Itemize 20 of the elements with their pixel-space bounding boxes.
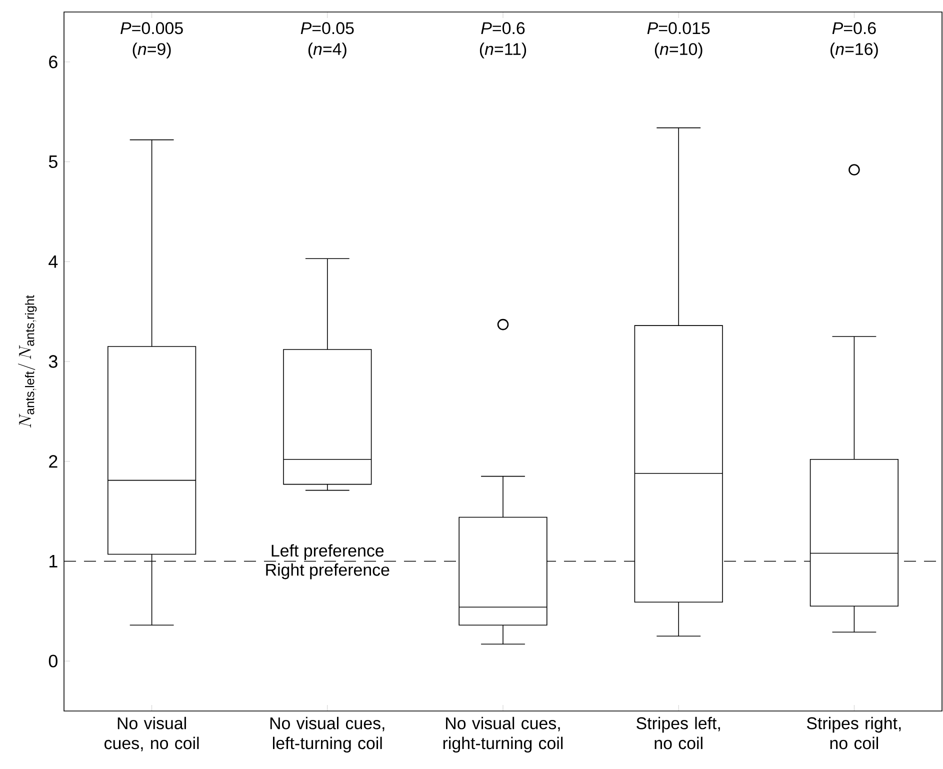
y-tick-label: 0 bbox=[48, 654, 58, 668]
y-tick-label: 1 bbox=[50, 555, 58, 568]
y-tick-label: 4 bbox=[48, 255, 58, 268]
y-tick-label: 5 bbox=[48, 156, 58, 168]
x-tick-label: No visual cues, no coil bbox=[104, 716, 199, 752]
y-tick-label: 3 bbox=[48, 355, 58, 368]
annotation: P=0.005 (n=9) bbox=[120, 22, 183, 58]
x-tick-label: No visual cues, left-turning coil bbox=[270, 716, 384, 753]
annotation: Right preference bbox=[266, 563, 390, 580]
annotation: P=0.05 (n=4) bbox=[300, 22, 354, 58]
annotation: P=0.6 (n=16) bbox=[830, 22, 878, 58]
x-tick-label: Stripes left, no coil bbox=[636, 716, 720, 750]
y-tick-label: 6 bbox=[49, 56, 58, 68]
x-tick-label: Stripes right, no coil bbox=[806, 716, 901, 750]
annotation: P=0.6 (n=11) bbox=[480, 22, 526, 58]
x-tick-label: No visual cues, right-turning coil bbox=[443, 716, 563, 753]
ref-line-label: Left preference bbox=[272, 544, 384, 560]
y-axis-title: $N_{\mathrm{ants,left}}/\,N_{\mathrm{ants,right}}$ bbox=[18, 295, 37, 428]
y-tick-label: 2 bbox=[49, 455, 58, 468]
annotation: P=0.015 (n=10) bbox=[647, 22, 710, 58]
